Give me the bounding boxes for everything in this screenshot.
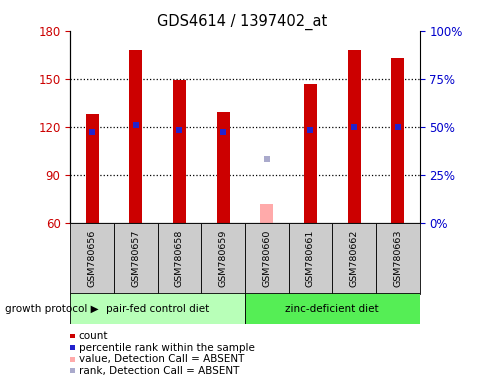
- Text: GDS4614 / 1397402_at: GDS4614 / 1397402_at: [157, 13, 327, 30]
- Text: GSM780663: GSM780663: [393, 230, 401, 287]
- Text: rank, Detection Call = ABSENT: rank, Detection Call = ABSENT: [78, 366, 239, 376]
- Bar: [244, 293, 419, 324]
- Bar: [347, 50, 360, 223]
- Text: growth protocol ▶: growth protocol ▶: [5, 304, 98, 314]
- Bar: [201, 223, 244, 294]
- Bar: [375, 223, 419, 294]
- Text: count: count: [78, 331, 108, 341]
- Bar: [85, 114, 98, 223]
- Bar: [216, 113, 229, 223]
- Text: pair-fed control diet: pair-fed control diet: [106, 304, 209, 314]
- Text: percentile rank within the sample: percentile rank within the sample: [78, 343, 254, 353]
- Text: GSM780660: GSM780660: [262, 230, 271, 287]
- Bar: [172, 80, 185, 223]
- Bar: [70, 223, 114, 294]
- Text: GSM780656: GSM780656: [88, 230, 96, 287]
- Text: GSM780659: GSM780659: [218, 230, 227, 287]
- Text: GSM780658: GSM780658: [175, 230, 183, 287]
- Bar: [259, 204, 273, 223]
- Bar: [129, 50, 142, 223]
- Bar: [390, 58, 403, 223]
- Bar: [157, 223, 201, 294]
- Bar: [288, 223, 332, 294]
- Text: GSM780657: GSM780657: [131, 230, 140, 287]
- Text: GSM780662: GSM780662: [349, 230, 358, 287]
- Bar: [303, 84, 316, 223]
- Bar: [332, 223, 375, 294]
- Text: value, Detection Call = ABSENT: value, Detection Call = ABSENT: [78, 354, 243, 364]
- Text: GSM780661: GSM780661: [305, 230, 314, 287]
- Bar: [70, 293, 244, 324]
- Text: zinc-deficient diet: zinc-deficient diet: [285, 304, 378, 314]
- Bar: [244, 223, 288, 294]
- Bar: [114, 223, 157, 294]
